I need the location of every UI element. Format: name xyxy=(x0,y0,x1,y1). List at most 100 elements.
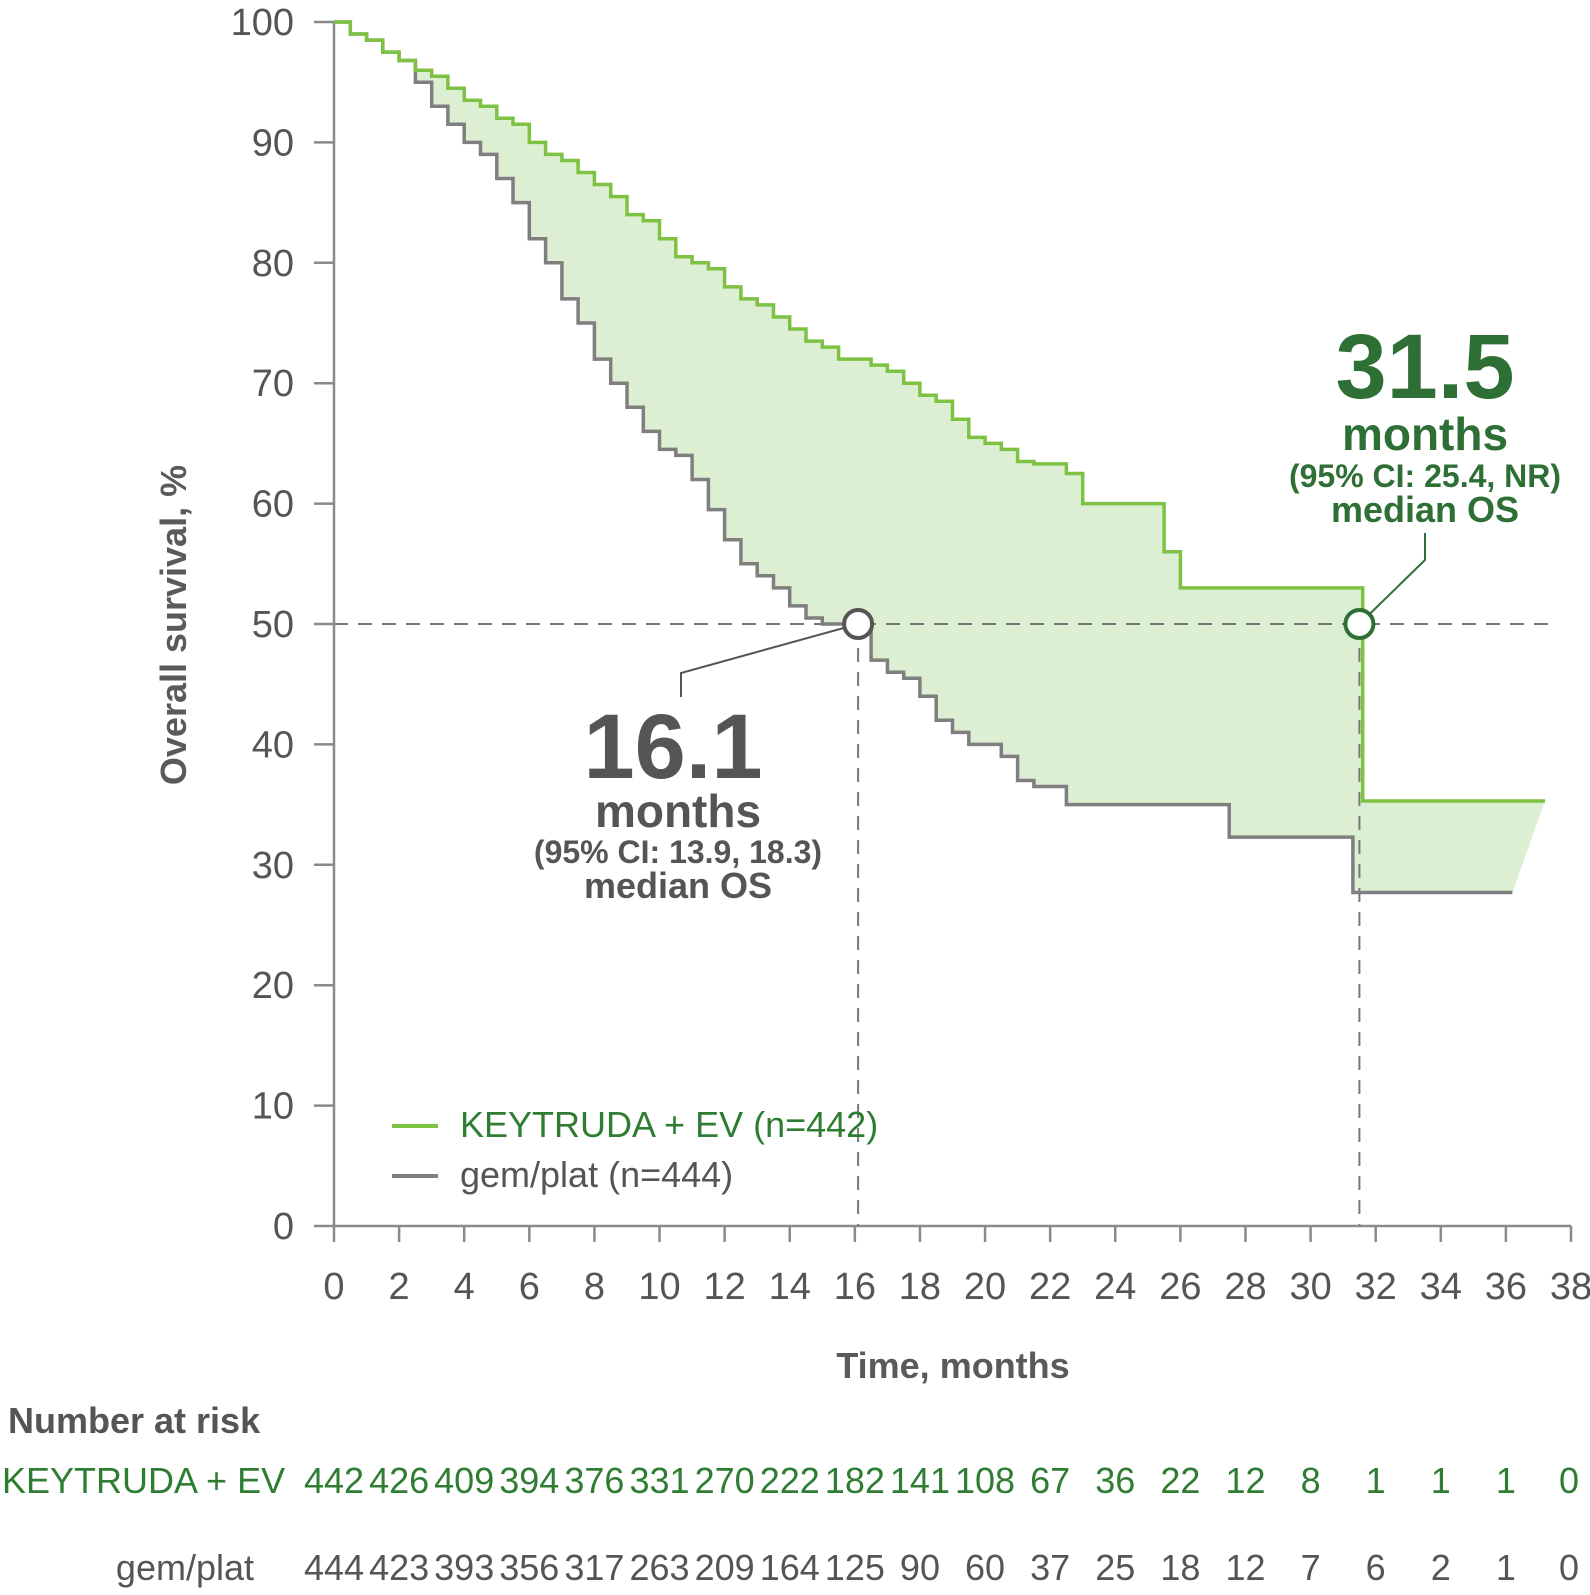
median-ci-gem: (95% CI: 13.9, 18.3) xyxy=(534,834,822,870)
risk-value: 442 xyxy=(304,1460,364,1501)
x-tick-label: 26 xyxy=(1159,1266,1201,1308)
risk-row-label: gem/plat xyxy=(116,1547,254,1588)
x-tick-label: 24 xyxy=(1094,1266,1136,1308)
median-marker-gem xyxy=(842,608,875,640)
risk-value: 376 xyxy=(564,1460,624,1501)
risk-value: 1 xyxy=(1431,1460,1451,1501)
risk-value: 12 xyxy=(1225,1460,1265,1501)
risk-value: 423 xyxy=(369,1547,429,1588)
x-tick-label: 4 xyxy=(454,1266,475,1308)
risk-value: 317 xyxy=(564,1547,624,1588)
x-tick-label: 12 xyxy=(703,1266,745,1308)
risk-value: 0 xyxy=(1559,1547,1579,1588)
y-tick-label: 70 xyxy=(252,363,294,405)
risk-value: 67 xyxy=(1030,1460,1070,1501)
x-tick-label: 34 xyxy=(1420,1266,1462,1308)
x-tick-label: 16 xyxy=(834,1266,876,1308)
x-tick-label: 32 xyxy=(1355,1266,1397,1308)
median-label-gem: median OS xyxy=(584,865,772,906)
y-tick-label: 40 xyxy=(252,724,294,766)
x-tick-label: 0 xyxy=(323,1266,344,1308)
median-marker-keytruda xyxy=(1343,608,1376,640)
keytruda-ev-curve xyxy=(334,20,1545,803)
y-axis-title: Overall survival, % xyxy=(153,465,194,785)
median-value-gem: 16.1 xyxy=(583,696,762,798)
x-tick-label: 14 xyxy=(769,1266,811,1308)
x-tick-label: 8 xyxy=(584,1266,605,1308)
legend: KEYTRUDA + EV (n=442) gem/plat (n=444) xyxy=(392,1104,878,1195)
risk-value: 36 xyxy=(1095,1460,1135,1501)
risk-value: 331 xyxy=(629,1460,689,1501)
x-tick-label: 22 xyxy=(1029,1266,1071,1308)
risk-value: 1 xyxy=(1496,1547,1516,1588)
risk-value: 164 xyxy=(760,1547,820,1588)
risk-value: 1 xyxy=(1366,1460,1386,1501)
median-value-keytruda: 31.5 xyxy=(1335,316,1514,418)
risk-value: 394 xyxy=(499,1460,559,1501)
risk-value: 270 xyxy=(695,1460,755,1501)
risk-value: 182 xyxy=(825,1460,885,1501)
risk-value: 426 xyxy=(369,1460,429,1501)
risk-value: 0 xyxy=(1559,1460,1579,1501)
y-tick-label: 0 xyxy=(273,1206,294,1248)
risk-value: 356 xyxy=(499,1547,559,1588)
risk-value: 2 xyxy=(1431,1547,1451,1588)
y-tick-label: 80 xyxy=(252,243,294,285)
median-unit-gem: months xyxy=(595,785,761,837)
risk-value: 90 xyxy=(900,1547,940,1588)
y-axis-ticks: 0 10 20 30 40 50 60 70 80 90 100 xyxy=(231,2,334,1248)
risk-value: 1 xyxy=(1496,1460,1516,1501)
x-tick-label: 20 xyxy=(964,1266,1006,1308)
risk-value: 222 xyxy=(760,1460,820,1501)
risk-value: 209 xyxy=(695,1547,755,1588)
risk-value: 141 xyxy=(890,1460,950,1501)
gem-plat-curve xyxy=(334,20,1513,895)
survival-difference-shade xyxy=(334,22,1545,893)
risk-value: 125 xyxy=(825,1547,885,1588)
x-tick-label: 2 xyxy=(389,1266,410,1308)
risk-value: 108 xyxy=(955,1460,1015,1501)
risk-value: 263 xyxy=(629,1547,689,1588)
risk-table-title: Number at risk xyxy=(8,1400,261,1441)
risk-value: 444 xyxy=(304,1547,364,1588)
median-ci-keytruda: (95% CI: 25.4, NR) xyxy=(1289,458,1561,494)
x-tick-label: 36 xyxy=(1485,1266,1527,1308)
survival-curves xyxy=(334,20,1545,895)
risk-value: 18 xyxy=(1160,1547,1200,1588)
y-tick-label: 30 xyxy=(252,845,294,887)
x-axis-ticks: 0 2 4 6 8 10 12 14 16 18 20 22 24 26 28 30 32 34 36 38 xyxy=(323,1226,1590,1308)
risk-value: 37 xyxy=(1030,1547,1070,1588)
risk-value: 25 xyxy=(1095,1547,1135,1588)
x-axis-title: Time, months xyxy=(836,1345,1069,1386)
y-tick-label: 60 xyxy=(252,484,294,526)
y-tick-label: 50 xyxy=(252,604,294,646)
risk-value: 7 xyxy=(1301,1547,1321,1588)
risk-value: 409 xyxy=(434,1460,494,1501)
risk-value: 393 xyxy=(434,1547,494,1588)
y-tick-label: 100 xyxy=(231,2,294,44)
risk-value: 22 xyxy=(1160,1460,1200,1501)
x-tick-label: 10 xyxy=(638,1266,680,1308)
median-unit-keytruda: months xyxy=(1342,408,1508,460)
x-tick-label: 30 xyxy=(1289,1266,1331,1308)
y-tick-label: 20 xyxy=(252,965,294,1007)
annotation-leader-gem xyxy=(680,623,859,697)
risk-value: 6 xyxy=(1366,1547,1386,1588)
risk-row-label: KEYTRUDA + EV xyxy=(2,1460,285,1501)
legend-label-keytruda: KEYTRUDA + EV (n=442) xyxy=(460,1104,878,1145)
x-tick-label: 38 xyxy=(1550,1266,1590,1308)
y-tick-label: 10 xyxy=(252,1086,294,1128)
x-tick-label: 18 xyxy=(899,1266,941,1308)
y-tick-label: 90 xyxy=(252,122,294,164)
risk-value: 60 xyxy=(965,1547,1005,1588)
legend-label-gem: gem/plat (n=444) xyxy=(460,1154,733,1195)
annotation-leader-keytruda xyxy=(1358,533,1426,625)
x-tick-label: 28 xyxy=(1224,1266,1266,1308)
x-tick-label: 6 xyxy=(519,1266,540,1308)
risk-value: 8 xyxy=(1301,1460,1321,1501)
median-label-keytruda: median OS xyxy=(1331,489,1519,530)
risk-value: 12 xyxy=(1225,1547,1265,1588)
